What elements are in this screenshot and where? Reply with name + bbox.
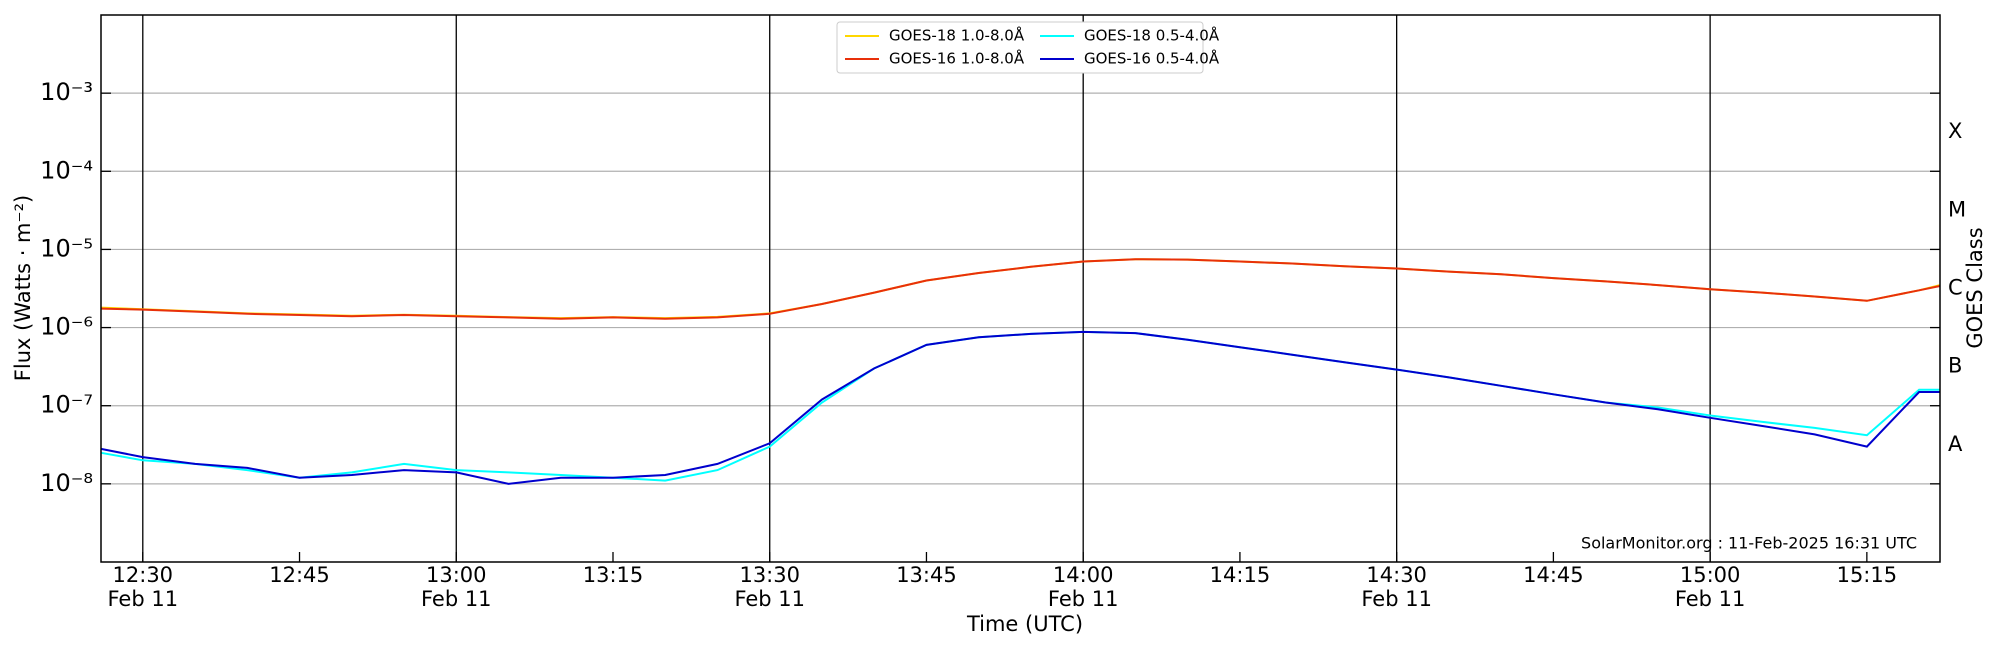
legend-box <box>836 21 1204 74</box>
y2-tick-label: B <box>1948 354 1962 378</box>
y-tick-label: 10⁻³ <box>40 78 93 106</box>
y2-tick-label: M <box>1948 197 1966 221</box>
legend-label: GOES-18 1.0-8.0Å <box>889 26 1025 45</box>
x-axis-label: Time (UTC) <box>966 612 1083 636</box>
x-tick-label: 14:30 <box>1366 563 1427 587</box>
x-tick-label: 14:45 <box>1523 563 1584 587</box>
x-tick-label: 15:15 <box>1837 563 1898 587</box>
x-tick-label: 13:00 <box>426 563 487 587</box>
x-tick-label: Feb 11 <box>1361 587 1432 611</box>
legend-label: GOES-16 1.0-8.0Å <box>889 49 1025 68</box>
x-tick-label: Feb 11 <box>1048 587 1119 611</box>
y2-tick-label: C <box>1948 276 1963 300</box>
y-tick-label: 10⁻⁴ <box>40 156 93 184</box>
x-tick-label: 15:00 <box>1680 563 1741 587</box>
legend-label: GOES-16 0.5-4.0Å <box>1084 49 1220 68</box>
x-tick-label: 14:00 <box>1053 563 1114 587</box>
series-line <box>100 330 1940 485</box>
x-tick-label: Feb 11 <box>1675 587 1746 611</box>
legend: GOES-18 1.0-8.0Å GOES-16 1.0-8.0Å GOES-18 … <box>836 21 1220 74</box>
x-tick-label: 13:15 <box>583 563 644 587</box>
x-tick-label: 12:45 <box>269 563 330 587</box>
watermark: SolarMonitor.org : 11-Feb-2025 16:31 UTC <box>1581 534 1917 553</box>
x-tick-label: 13:45 <box>896 563 957 587</box>
y-tick-label: 10⁻⁵ <box>40 234 93 262</box>
x-tick-label: 14:15 <box>1210 563 1271 587</box>
x-tick-label: Feb 11 <box>734 587 805 611</box>
y-axis-label: Flux (Watts · m⁻²) <box>11 195 35 381</box>
y2-axis-label: GOES Class <box>1963 227 1987 348</box>
x-tick-label: Feb 11 <box>108 587 179 611</box>
y2-tick-label: A <box>1948 432 1963 456</box>
x-tick-label: Feb 11 <box>421 587 492 611</box>
x-tick-label: 13:30 <box>739 563 800 587</box>
y-tick-label: 10⁻⁷ <box>40 391 93 419</box>
plot-frame <box>100 14 1941 563</box>
x-tick-label: 12:30 <box>113 563 174 587</box>
y-tick-label: 10⁻⁶ <box>40 313 93 341</box>
y2-tick-label: X <box>1948 119 1962 143</box>
series-line <box>100 258 1941 320</box>
legend-label: GOES-18 0.5-4.0Å <box>1084 26 1220 45</box>
y-tick-label: 10⁻⁸ <box>40 469 93 497</box>
